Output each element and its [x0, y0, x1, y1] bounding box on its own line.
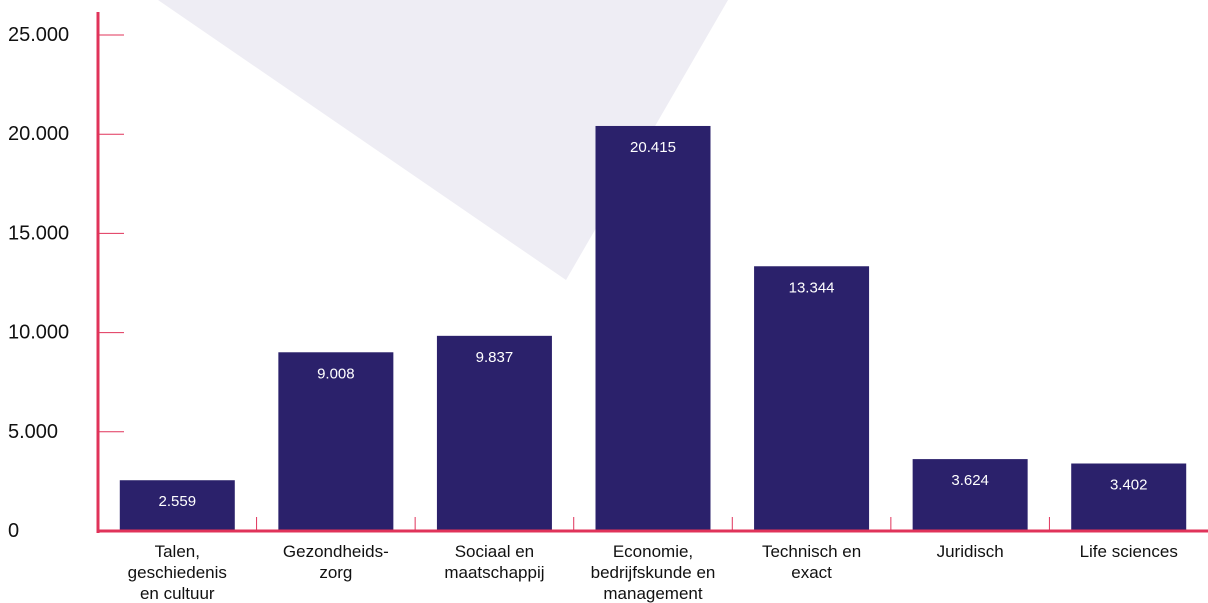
x-axis-ticks: Talen, geschiedenis en cultuur Gezondheids-…: [128, 517, 1178, 603]
x-tick-label: Technisch en exact: [762, 542, 861, 582]
background-shape: [158, 0, 728, 280]
y-tick-label: 15.000: [8, 222, 69, 244]
y-tick-label: 20.000: [8, 123, 69, 145]
bar: [436, 335, 552, 531]
bar-value-label: 13.344: [789, 279, 835, 296]
y-tick-label: 0: [8, 520, 19, 542]
bar: [912, 459, 1028, 531]
bar-value-label: 3.402: [1110, 477, 1148, 494]
y-tick-label: 5.000: [8, 421, 58, 443]
x-tick-label: Sociaal en maatschappij: [444, 542, 544, 582]
bar: [278, 352, 394, 531]
bar-value-label: 2.559: [159, 493, 197, 510]
x-tick-label: Talen, geschiedenis en cultuur: [128, 542, 227, 603]
bars: 2.559 9.008 9.837 20.415 13.344 3.624 3.402: [119, 125, 1187, 531]
x-tick-label: Life sciences: [1080, 542, 1178, 561]
bar: [1071, 463, 1187, 531]
bar-value-label: 9.008: [317, 365, 355, 382]
bar: [754, 266, 870, 531]
bar-value-label: 3.624: [951, 472, 989, 489]
bar: [119, 480, 235, 531]
bar-value-label: 9.837: [476, 349, 514, 366]
bar-value-label: 20.415: [630, 139, 676, 156]
bar: [595, 125, 711, 531]
y-axis-ticks: 0 5.000 10.000 15.000 20.000 25.000: [8, 24, 124, 542]
x-tick-label: Economie, bedrijfskunde en management: [591, 542, 716, 603]
y-tick-label: 10.000: [8, 322, 69, 344]
y-tick-label: 25.000: [8, 24, 69, 46]
x-tick-label: Gezondheids-zorg: [283, 542, 389, 582]
x-tick-label: Juridisch: [937, 542, 1004, 561]
